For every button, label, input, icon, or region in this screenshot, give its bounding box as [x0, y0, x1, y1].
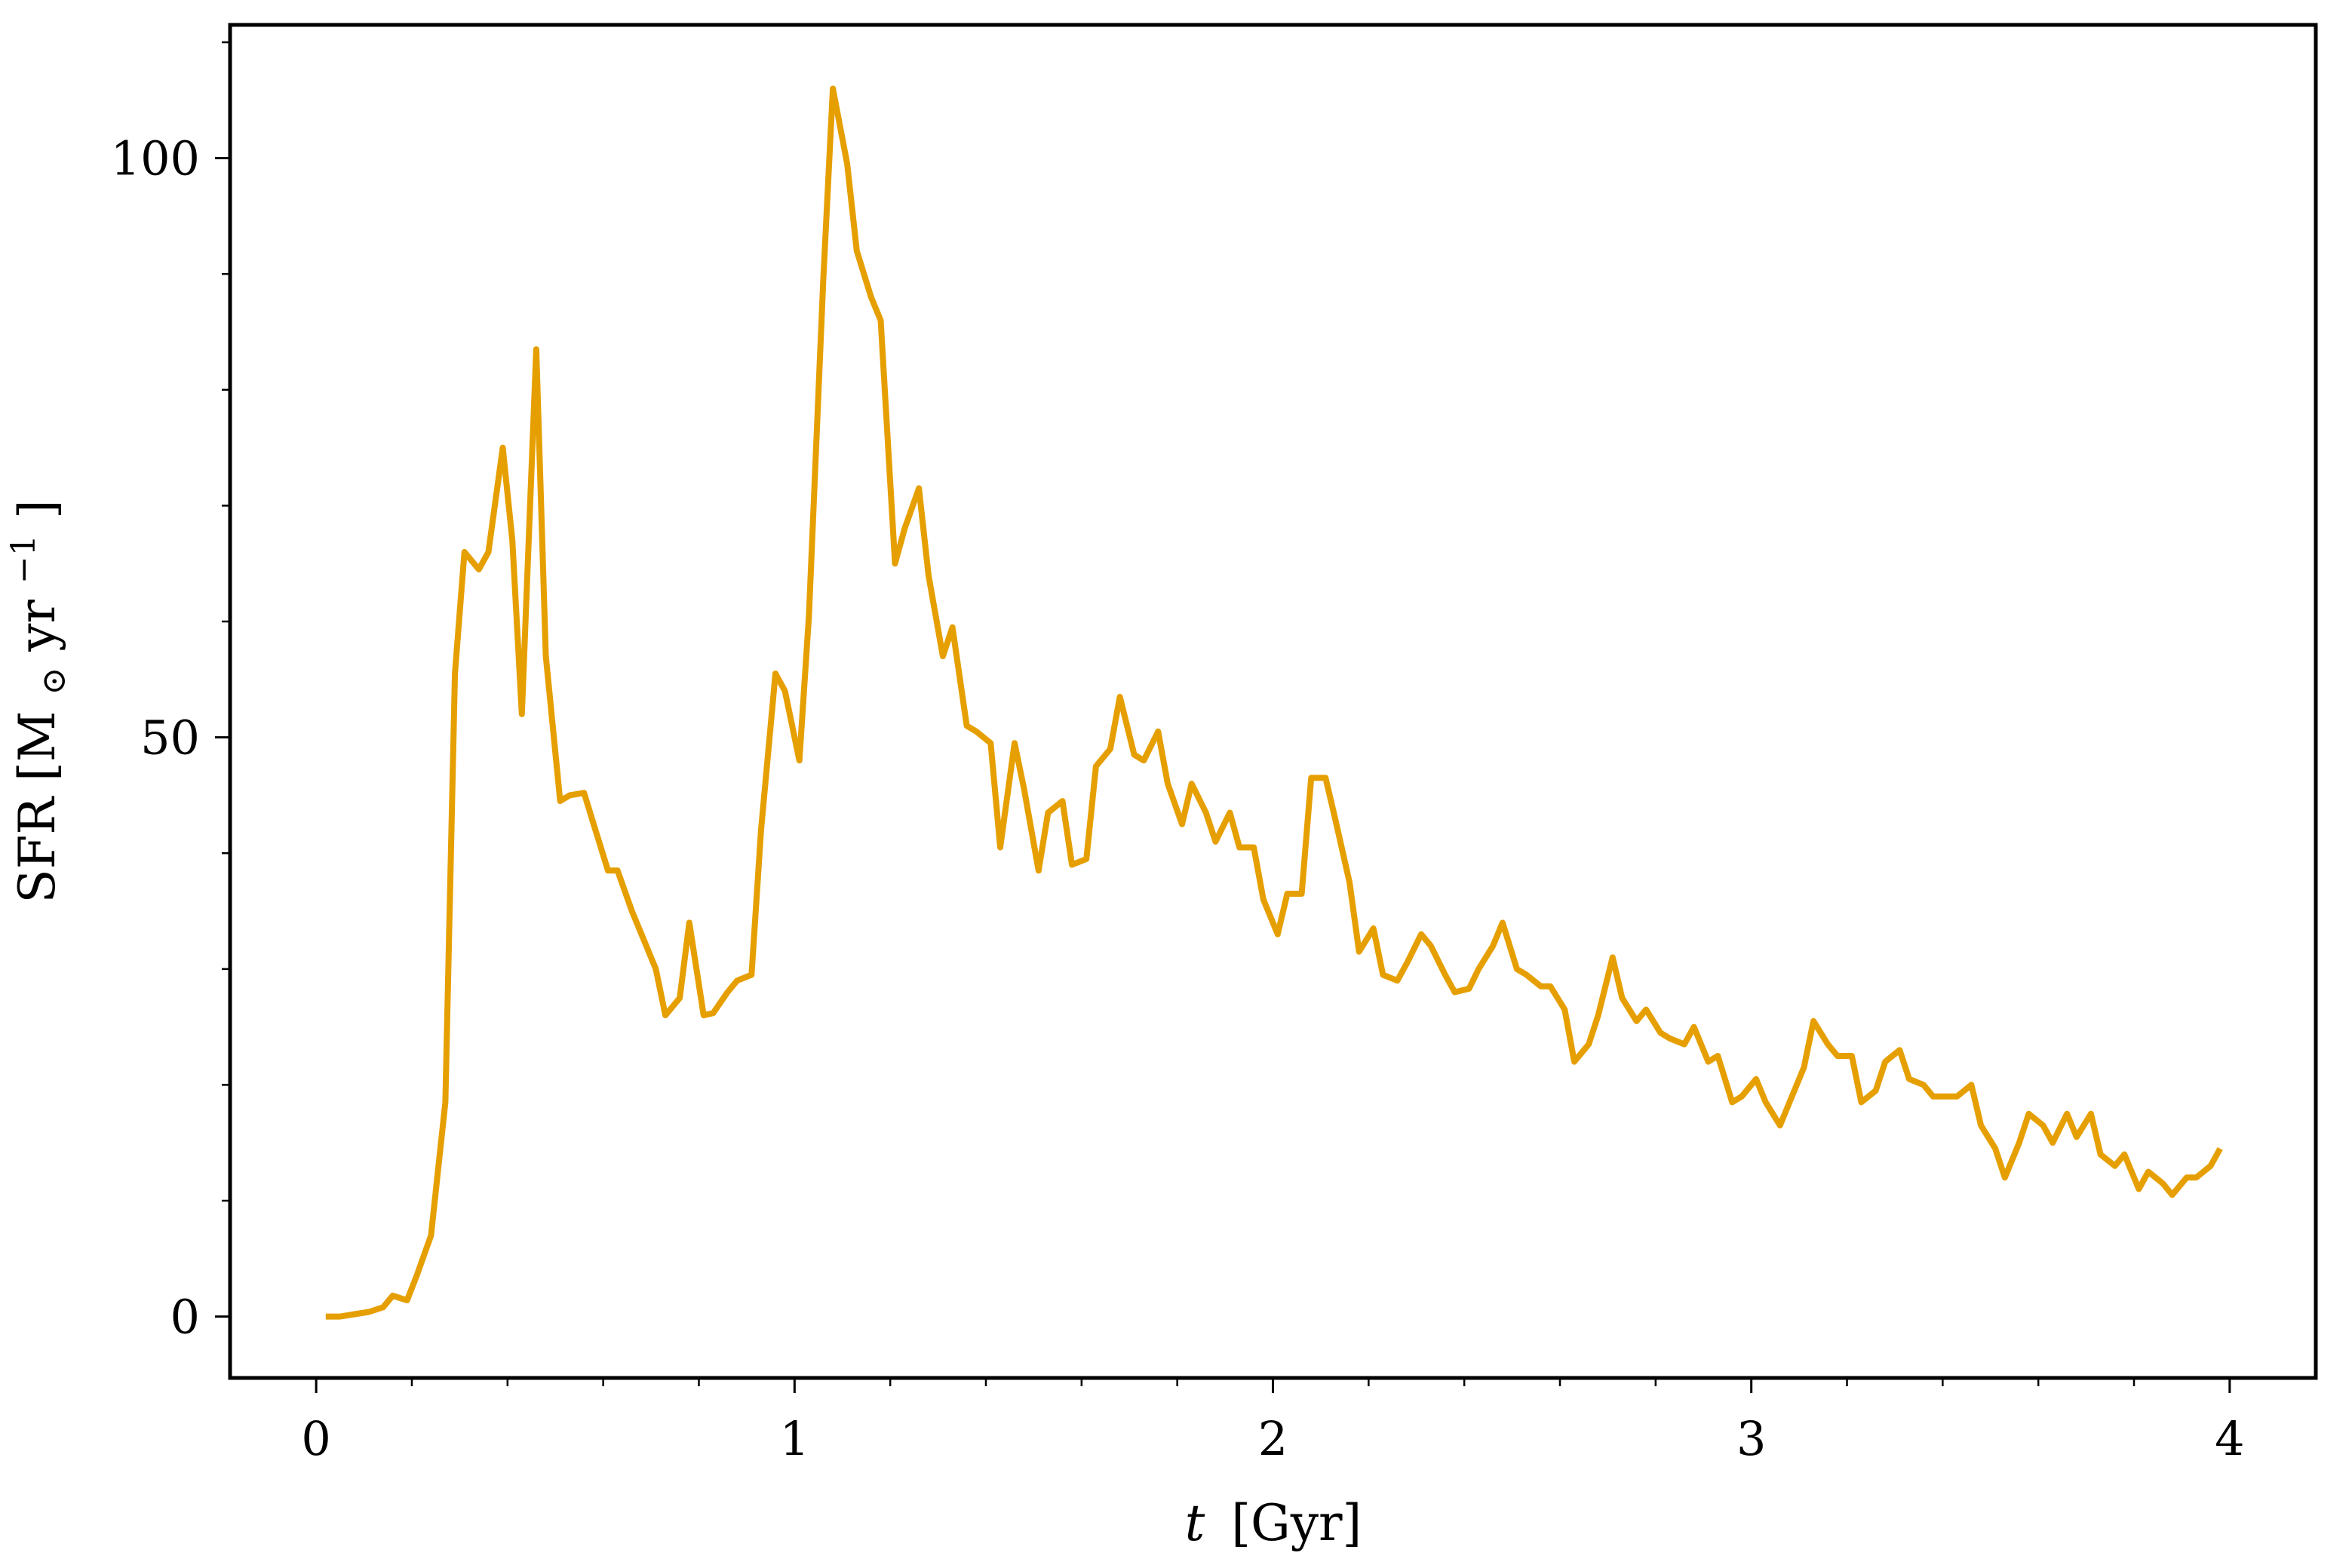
x-axis-units: [Gyr] — [1231, 1494, 1362, 1552]
x-tick-label: 1 — [780, 1411, 809, 1466]
y-axis-suffix: ] — [8, 499, 66, 519]
y-axis-label: SFR [M ⊙ yr −1 ] — [0, 499, 77, 903]
x-axis-label: t [Gyr] — [1185, 1494, 1362, 1552]
y-axis-sub: ⊙ — [35, 667, 73, 695]
x-tick-label: 2 — [1258, 1411, 1288, 1466]
y-axis-sup: −1 — [5, 535, 43, 584]
svg-text:t [Gyr]: t [Gyr] — [1185, 1494, 1362, 1552]
y-tick-label: 100 — [111, 131, 200, 186]
x-tick-label: 4 — [2215, 1411, 2244, 1466]
sfr-series-line — [325, 85, 2223, 1320]
y-axis-mid: yr — [8, 600, 66, 652]
x-tick-label: 3 — [1736, 1411, 1766, 1466]
y-axis-prefix: SFR [M — [8, 711, 66, 904]
svg-text:SFR [M ⊙ yr: SFR [M ⊙ yr −1 ] — [0, 499, 77, 903]
x-axis-var: t — [1185, 1494, 1205, 1552]
plot-frame — [228, 23, 2318, 1380]
x-tick-label: 0 — [301, 1411, 330, 1466]
y-tick-label: 50 — [140, 710, 200, 766]
y-tick-label: 0 — [170, 1290, 200, 1345]
series-layer — [325, 85, 2223, 1320]
